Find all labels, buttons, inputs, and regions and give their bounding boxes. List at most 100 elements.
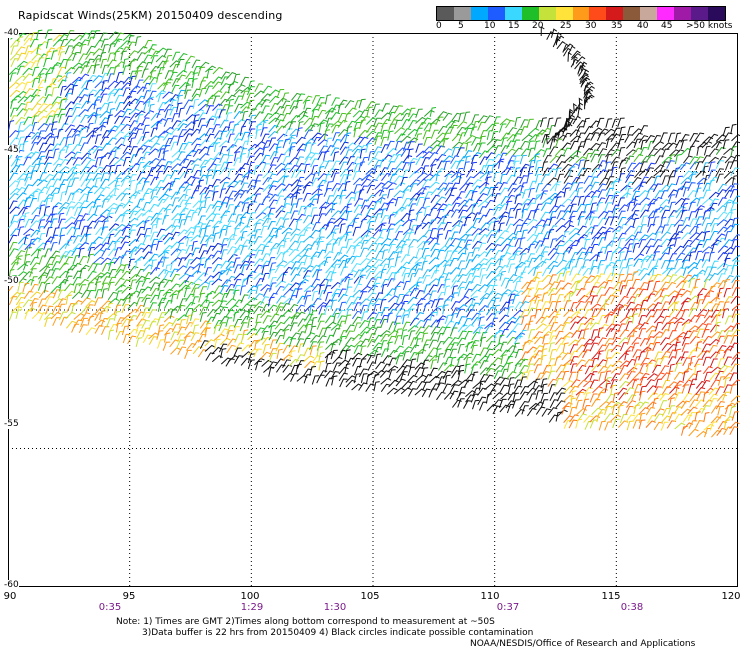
wind-barb [360, 304, 368, 315]
wind-barb [731, 217, 739, 228]
wind-barb [681, 259, 689, 269]
wind-barb [729, 342, 739, 352]
wind-barb [164, 109, 172, 119]
wind-barb [120, 209, 132, 217]
wind-barb [568, 259, 576, 269]
wind-barb [563, 394, 574, 403]
wind-barb [17, 136, 25, 146]
wind-barb [29, 238, 36, 249]
wind-barb [155, 55, 167, 63]
wind-barb [169, 181, 176, 192]
wind-barb [498, 398, 507, 408]
wind-barb [148, 83, 157, 93]
wind-barb [442, 336, 453, 345]
wind-barb [317, 335, 327, 344]
wind-barb [605, 250, 612, 261]
wind-barb [93, 64, 100, 75]
wind-barb [393, 168, 404, 177]
wind-barb [513, 363, 521, 373]
wind-barb [120, 175, 132, 183]
wind-barb [618, 223, 628, 233]
wind-barb [310, 214, 319, 224]
wind-barb [199, 299, 210, 308]
wind-barb [396, 240, 406, 249]
wind-barb [360, 265, 372, 273]
wind-barb [190, 177, 200, 186]
wind-barb [547, 168, 558, 177]
wind-barb [478, 181, 490, 189]
wind-barb [219, 228, 226, 239]
wind-barb [318, 305, 327, 315]
wind-barb [176, 326, 186, 336]
wind-barb [113, 131, 124, 139]
wind-barb [652, 309, 662, 318]
wind-barb [281, 100, 291, 109]
wind-barb [554, 181, 562, 192]
wind-barb [129, 112, 140, 121]
wind-barb [682, 187, 690, 197]
wind-barb [310, 207, 318, 217]
wind-barb [421, 388, 431, 398]
wind-barb [535, 183, 543, 193]
wind-barb [428, 152, 439, 160]
wind-barb [620, 192, 631, 200]
wind-barb [534, 240, 544, 249]
wind-barb [58, 212, 65, 223]
wind-barb [414, 331, 425, 340]
wind-barb [702, 356, 711, 367]
wind-barb [59, 172, 68, 181]
wind-barb [472, 387, 481, 397]
wind-barb [610, 379, 618, 389]
wind-barb [311, 136, 321, 146]
wind-barb [541, 267, 551, 277]
wind-barb [127, 58, 139, 66]
colorbar-label: 30 [585, 21, 597, 31]
wind-barb [416, 352, 423, 363]
wind-barb [227, 238, 235, 248]
wind-barb [197, 66, 206, 77]
wind-barb [44, 135, 55, 145]
wind-barb [680, 134, 690, 143]
wind-barb [115, 123, 125, 132]
wind-barb [332, 228, 340, 239]
wind-barb [37, 67, 48, 76]
wind-barb [681, 336, 690, 346]
wind-barb [197, 206, 206, 216]
wind-barb [30, 262, 41, 271]
wind-barb [463, 379, 473, 389]
wind-barb [136, 86, 147, 95]
wind-barb [567, 45, 576, 55]
wind-barb [85, 304, 94, 314]
wind-barb [233, 193, 243, 202]
wind-barb [8, 172, 18, 182]
wind-barb [262, 184, 274, 193]
wind-barb [148, 253, 159, 262]
colorbar-label: 25 [560, 21, 572, 31]
wind-barb [479, 172, 491, 179]
wind-barb [583, 338, 594, 347]
wind-barb [640, 299, 648, 310]
wind-barb [232, 248, 241, 258]
wind-barb [295, 189, 302, 200]
wind-barb [695, 387, 706, 396]
wind-barb [135, 233, 145, 243]
wind-barb [596, 308, 606, 317]
wind-barb [261, 253, 270, 262]
wind-barb [51, 62, 62, 70]
wind-barb [715, 134, 727, 142]
wind-barb [8, 180, 20, 188]
wind-barb [129, 127, 139, 136]
wind-barb [100, 38, 109, 48]
wind-barb [659, 199, 671, 207]
wind-barb [197, 215, 206, 225]
wind-barb [148, 157, 160, 165]
wind-barb [360, 239, 369, 250]
wind-barb [247, 148, 254, 159]
wind-barb [365, 207, 375, 217]
wind-barb [729, 384, 737, 394]
wind-barb [149, 276, 161, 284]
wind-barb [688, 314, 699, 323]
wind-barb [554, 244, 563, 255]
wind-barb [479, 274, 487, 284]
wind-barb [555, 387, 566, 396]
